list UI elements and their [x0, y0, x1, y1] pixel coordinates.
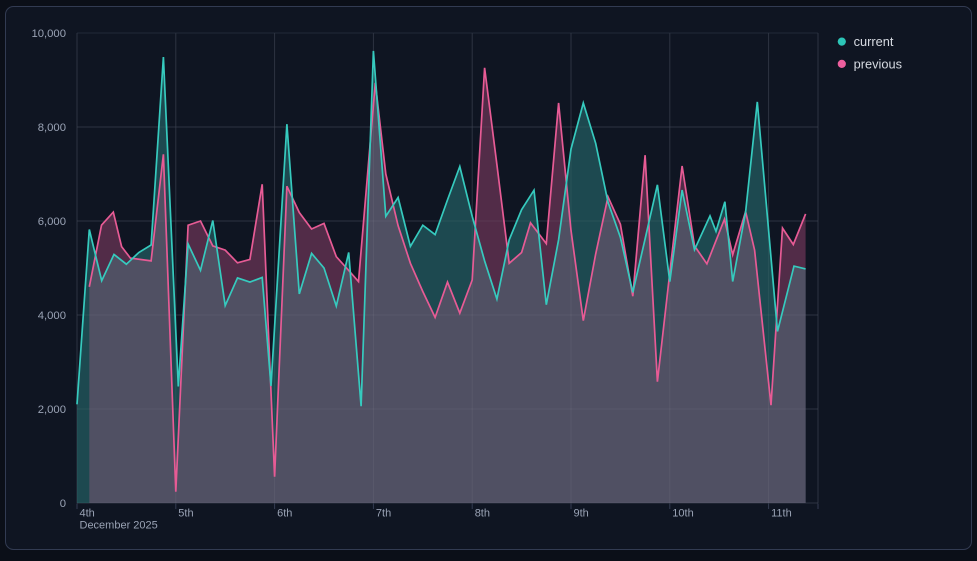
svg-text:previous: previous: [854, 56, 902, 71]
svg-text:December 2025: December 2025: [80, 520, 158, 532]
svg-text:7th: 7th: [376, 508, 391, 520]
svg-text:0: 0: [60, 498, 66, 510]
svg-text:8th: 8th: [475, 508, 490, 520]
svg-text:2,000: 2,000: [38, 404, 66, 416]
svg-text:4,000: 4,000: [38, 310, 66, 322]
svg-text:6,000: 6,000: [38, 216, 66, 228]
svg-text:6th: 6th: [277, 508, 292, 520]
svg-text:8,000: 8,000: [38, 122, 66, 134]
svg-text:4th: 4th: [80, 508, 95, 520]
svg-text:10,000: 10,000: [31, 28, 66, 40]
svg-text:10th: 10th: [672, 508, 693, 520]
svg-text:current: current: [854, 34, 894, 49]
svg-text:5th: 5th: [178, 508, 193, 520]
svg-text:9th: 9th: [574, 508, 589, 520]
svg-text:11th: 11th: [771, 508, 792, 520]
